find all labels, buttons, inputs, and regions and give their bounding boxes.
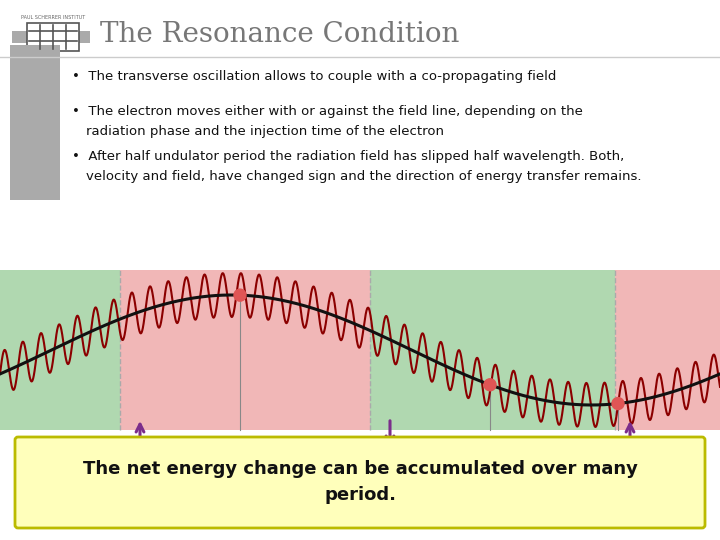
FancyBboxPatch shape [12, 31, 27, 43]
FancyBboxPatch shape [15, 437, 705, 528]
Text: •  The electron moves either with or against the field line, depending on the: • The electron moves either with or agai… [72, 105, 583, 118]
Text: The net energy change can be accumulated over many: The net energy change can be accumulated… [83, 461, 637, 478]
Text: PAUL SCHERRER INSTITUT: PAUL SCHERRER INSTITUT [21, 15, 85, 20]
Text: •  After half undulator period the radiation field has slipped half wavelength. : • After half undulator period the radiat… [72, 150, 624, 163]
Bar [10, 45, 60, 200]
Circle shape [484, 379, 496, 391]
Text: period.: period. [324, 487, 396, 504]
Text: The Resonance Condition: The Resonance Condition [100, 22, 459, 49]
Circle shape [234, 289, 246, 301]
Bar [615, 270, 720, 430]
FancyBboxPatch shape [75, 31, 90, 43]
Text: velocity and field, have changed sign and the direction of energy transfer remai: velocity and field, have changed sign an… [86, 170, 642, 183]
Text: •  The transverse oscillation allows to couple with a co-propagating field: • The transverse oscillation allows to c… [72, 70, 557, 83]
Text: radiation phase and the injection time of the electron: radiation phase and the injection time o… [86, 125, 444, 138]
FancyBboxPatch shape [27, 23, 79, 51]
Bar [0, 270, 120, 430]
Bar [120, 270, 370, 430]
Bar [370, 270, 615, 430]
Circle shape [612, 397, 624, 409]
